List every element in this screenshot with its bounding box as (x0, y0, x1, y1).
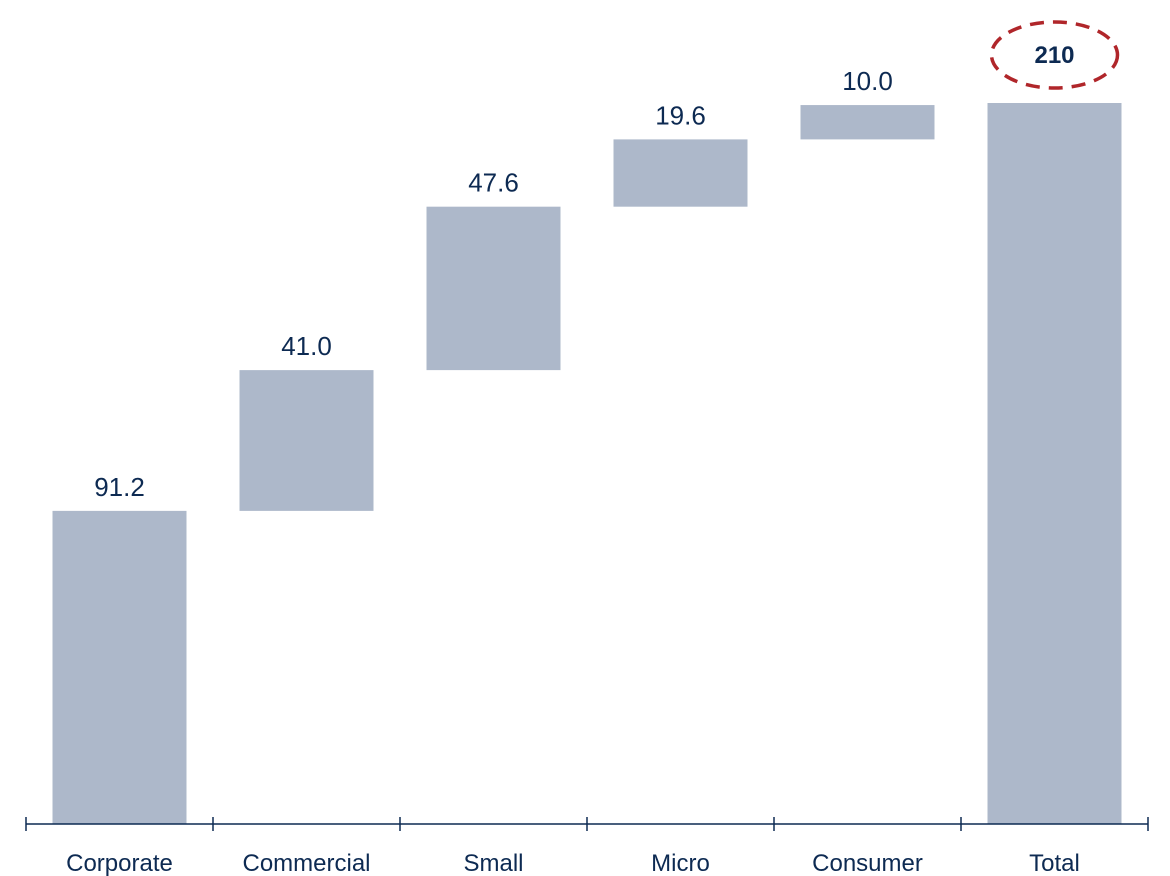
value-label-corporate: 91.2 (94, 472, 145, 502)
category-label-corporate: Corporate (66, 850, 173, 876)
bar-corporate (52, 510, 187, 824)
category-label-consumer: Consumer (812, 850, 923, 876)
value-label-micro: 19.6 (655, 100, 706, 130)
category-label-commercial: Commercial (242, 850, 370, 876)
category-label-total: Total (1029, 850, 1080, 876)
bar-consumer (800, 105, 935, 140)
value-label-total: 210 (1034, 42, 1074, 69)
value-label-consumer: 10.0 (842, 66, 893, 96)
bar-commercial (239, 370, 374, 511)
bar-small (426, 206, 561, 371)
category-label-small: Small (463, 850, 523, 876)
bar-total (987, 103, 1122, 824)
bar-micro (613, 139, 748, 207)
value-label-small: 47.6 (468, 168, 519, 198)
category-label-micro: Micro (651, 850, 710, 876)
value-label-commercial: 41.0 (281, 331, 332, 361)
highlight-ellipse (989, 20, 1120, 90)
